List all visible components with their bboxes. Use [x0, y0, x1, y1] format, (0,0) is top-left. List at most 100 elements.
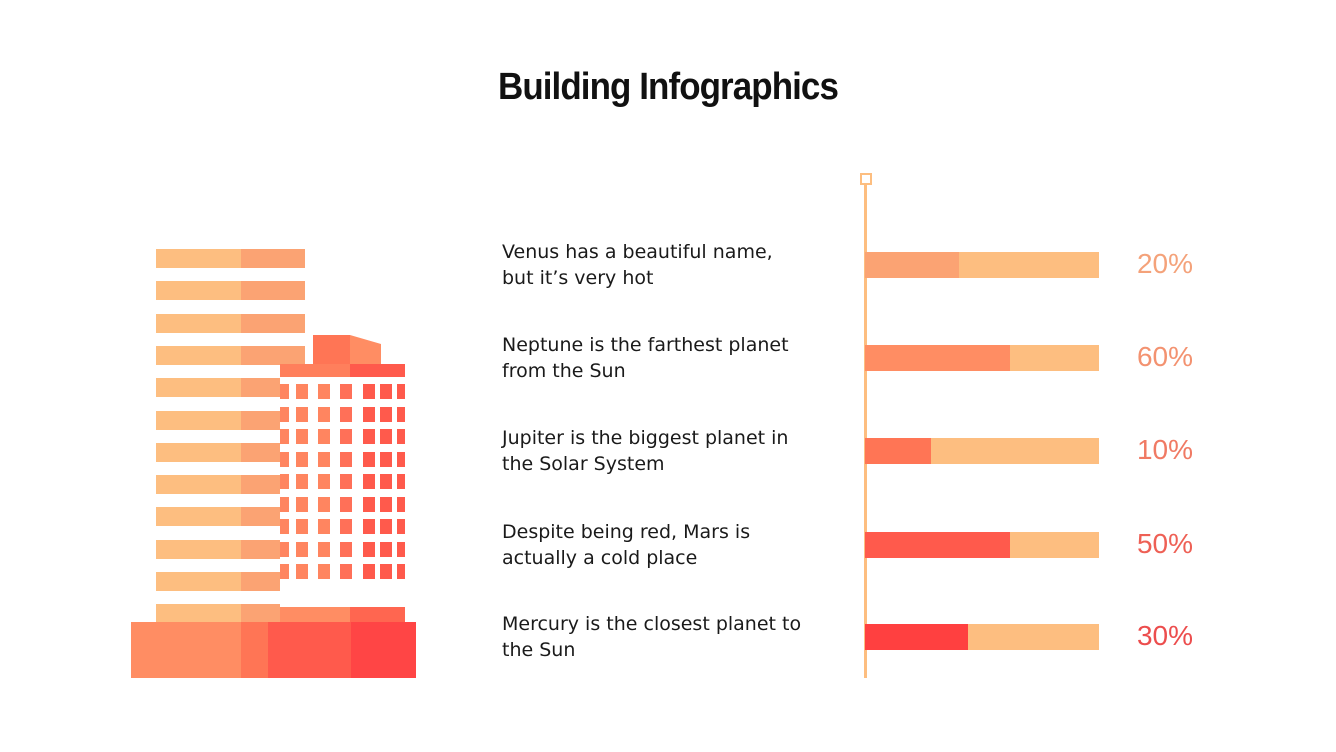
item-description: Venus has a beautiful name, but it’s ver… — [502, 239, 842, 291]
percent-label: 50% — [1136, 528, 1194, 559]
front-bottom-band — [280, 607, 350, 622]
item-description: Mercury is the closest planet to the Sun — [502, 611, 842, 663]
tower-floor — [156, 281, 241, 301]
window — [363, 541, 375, 557]
window — [318, 519, 330, 534]
window — [397, 384, 405, 399]
bar-track — [865, 532, 1099, 558]
tower-floor — [241, 249, 305, 268]
description-line: Jupiter is the biggest planet in — [502, 427, 789, 449]
item-description: Jupiter is the biggest planet in the Sol… — [502, 425, 842, 477]
window — [280, 384, 289, 399]
bar-track — [865, 345, 1099, 371]
description-line: from the Sun — [502, 360, 626, 382]
window — [318, 384, 330, 399]
window — [296, 519, 308, 534]
bar-fill — [865, 438, 931, 464]
window — [280, 564, 289, 579]
window — [380, 519, 392, 534]
front-top-band — [350, 364, 405, 377]
window — [318, 541, 330, 557]
window — [363, 496, 375, 512]
window — [280, 406, 289, 422]
item-description: Neptune is the farthest planet from the … — [502, 332, 842, 384]
window — [280, 451, 289, 467]
window — [397, 451, 405, 467]
window — [296, 474, 308, 489]
base — [351, 622, 416, 678]
tower-floor — [156, 539, 241, 559]
window — [340, 384, 352, 399]
description-line: Mercury is the closest planet to — [502, 613, 802, 635]
window — [363, 519, 375, 534]
page-title: Building Infographics — [498, 66, 839, 108]
window — [340, 474, 352, 489]
bar-track — [865, 252, 1099, 278]
bar-track — [865, 438, 1099, 464]
window — [296, 429, 308, 444]
window — [318, 564, 330, 579]
tower-floor — [156, 572, 241, 591]
tower-floor — [156, 249, 241, 268]
window — [340, 541, 352, 557]
description-line: the Solar System — [502, 453, 665, 475]
bar-fill — [865, 532, 1011, 558]
window — [397, 519, 405, 534]
window — [340, 519, 352, 534]
item-description: Despite being red, Mars is actually a co… — [502, 519, 842, 571]
front-building — [280, 364, 405, 622]
window — [280, 474, 289, 489]
tower-floor — [241, 313, 305, 333]
base — [131, 622, 241, 678]
tower-floor — [156, 313, 241, 333]
roof-slant — [350, 335, 381, 365]
window — [397, 541, 405, 557]
window — [380, 564, 392, 579]
window — [318, 474, 330, 489]
window — [363, 451, 375, 467]
window — [363, 564, 375, 579]
window — [363, 429, 375, 444]
window — [296, 384, 308, 399]
front-bottom-band — [350, 607, 405, 622]
window — [397, 406, 405, 422]
window — [318, 429, 330, 444]
bar-fill — [865, 252, 959, 278]
window — [280, 541, 289, 557]
window — [397, 496, 405, 512]
description-line: Venus has a beautiful name, — [502, 241, 773, 263]
window — [318, 406, 330, 422]
window — [280, 496, 289, 512]
window — [340, 564, 352, 579]
tower-floor — [156, 475, 241, 495]
window — [318, 496, 330, 512]
tower-floor — [156, 378, 241, 398]
description-line: Despite being red, Mars is — [502, 521, 751, 543]
tower-floor — [156, 604, 241, 624]
description-line: Neptune is the farthest planet — [502, 334, 789, 356]
window — [296, 496, 308, 512]
tower-floor — [241, 345, 305, 365]
front-top-band — [280, 364, 350, 377]
tower-floor — [156, 442, 241, 462]
window — [340, 496, 352, 512]
window — [340, 429, 352, 444]
tower-floor — [156, 410, 241, 430]
window — [296, 541, 308, 557]
window — [380, 451, 392, 467]
window — [296, 406, 308, 422]
window — [296, 564, 308, 579]
window — [380, 541, 392, 557]
timeline-axis — [864, 184, 867, 678]
window — [296, 451, 308, 467]
percent-label: 20% — [1136, 248, 1194, 279]
window — [363, 474, 375, 489]
window — [280, 429, 289, 444]
window — [380, 406, 392, 422]
percent-label: 60% — [1136, 341, 1194, 372]
tower-floor — [156, 345, 241, 365]
window — [340, 406, 352, 422]
description-line: but it’s very hot — [502, 267, 654, 289]
window — [380, 496, 392, 512]
description-line: the Sun — [502, 639, 576, 661]
